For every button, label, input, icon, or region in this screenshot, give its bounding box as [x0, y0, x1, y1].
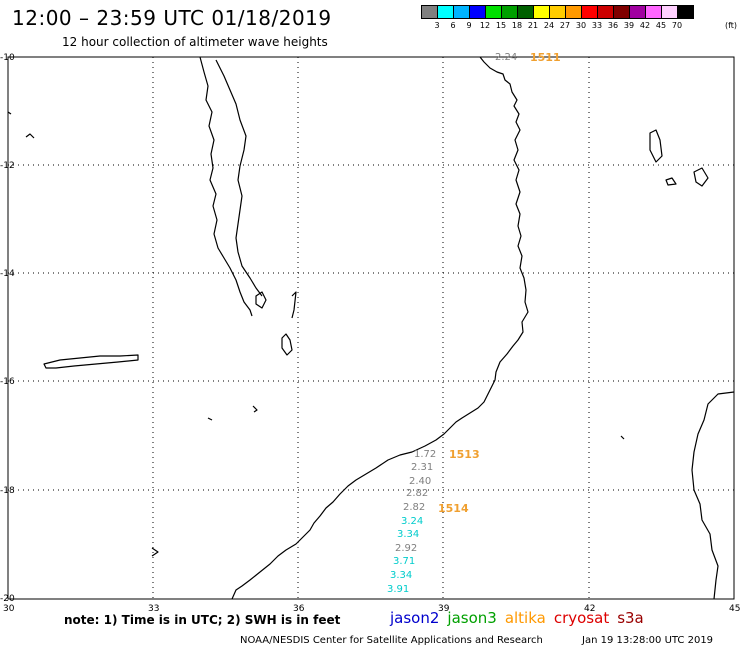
lat-label: -18: [0, 486, 15, 496]
lat-label: -16: [0, 377, 15, 387]
coastal-spot: [207, 417, 213, 421]
swh-observation: 2.82: [403, 502, 425, 513]
legend-labels: (ft) 3 6 9 12 15 18 21 24 27 30 33 36 39 42 45 70: [421, 21, 737, 33]
credit-line: NOAA/NESDIS Center for Satellite Applica…: [240, 635, 543, 646]
west-marker-2: [7, 111, 12, 115]
legend-label: 3: [434, 21, 440, 30]
swh-observation: 2.82: [406, 488, 428, 499]
legend-unit: (ft): [724, 21, 738, 30]
swh-observation: 3.24: [401, 516, 423, 527]
swh-observation: 3.34: [397, 529, 419, 540]
pass-time-label: 1514: [438, 502, 469, 515]
grande-comore: [649, 129, 663, 163]
pass-time-label: 1511: [530, 51, 561, 64]
legend-label: 36: [607, 21, 619, 30]
island-spot-3: [151, 547, 159, 557]
satellite-s3a: s3a: [617, 609, 644, 627]
legend-label: 70: [671, 21, 683, 30]
inland-water-small: [255, 291, 267, 309]
moheli: [665, 177, 677, 186]
grid-lines: [8, 57, 734, 599]
island-spot-2: [620, 435, 625, 440]
legend-label: 12: [479, 21, 491, 30]
lon-label: 30: [3, 604, 15, 614]
swh-observation: 1.72: [414, 449, 436, 460]
legend-label: 42: [639, 21, 651, 30]
lon-axis: 30 33 36 39 42 45: [3, 604, 740, 614]
legend-label: 21: [527, 21, 539, 30]
legend-swatch: [677, 5, 694, 19]
lon-label: 42: [584, 604, 595, 614]
swh-observation: 2.92: [395, 543, 417, 554]
pass-time-label: 1513: [449, 448, 480, 461]
legend-label: 27: [559, 21, 571, 30]
legend-label: 24: [543, 21, 555, 30]
lat-label: -20: [0, 594, 15, 604]
lon-label: 39: [438, 604, 450, 614]
map-frame: [7, 56, 735, 600]
swh-observation: 2.24: [495, 52, 517, 63]
legend-label: 6: [450, 21, 456, 30]
legend-label: 45: [655, 21, 667, 30]
satellite-legend: jason2 jason3 altika cryosat s3a: [390, 609, 652, 627]
shire-river: [291, 291, 297, 319]
madagascar-coast: [691, 391, 735, 600]
coastlines: [7, 56, 735, 600]
satellite-altika: altika: [504, 609, 546, 627]
swh-observation: 3.71: [393, 556, 415, 567]
swh-observation: 3.91: [387, 584, 409, 595]
lat-axis: -10 -12 -14 -16 -18 -20: [0, 53, 15, 604]
lat-label: -12: [0, 161, 15, 171]
satellite-jason3: jason3: [447, 609, 497, 627]
island-spot: [252, 405, 258, 413]
swh-observation: 3.34: [390, 570, 412, 581]
legend-label: 18: [511, 21, 523, 30]
mainland-coastline: [231, 56, 529, 600]
lon-label: 45: [729, 604, 740, 614]
legend-label: 30: [575, 21, 587, 30]
color-legend: (ft) 3 6 9 12 15 18 21 24 27 30 33 36 39 42 45 70: [421, 5, 737, 33]
legend-label: 9: [466, 21, 472, 30]
satellite-jason2: jason2: [390, 609, 440, 627]
swh-observation: 2.31: [411, 462, 433, 473]
lake-chilwa: [281, 333, 293, 356]
swh-observation: 2.40: [409, 476, 431, 487]
lat-label: -14: [0, 269, 15, 279]
western-lake: [43, 354, 139, 369]
legend-swatches: [421, 5, 694, 19]
anjouan: [693, 167, 709, 187]
lat-label: -10: [0, 53, 15, 63]
legend-label: 33: [591, 21, 603, 30]
satellite-cryosat: cryosat: [553, 609, 610, 627]
legend-label: 15: [495, 21, 507, 30]
lake-malawi-west-shore: [199, 56, 253, 317]
page-title: 12:00 – 23:59 UTC 01/18/2019: [12, 6, 332, 30]
lon-label: 33: [148, 604, 159, 614]
legend-label: 39: [623, 21, 635, 30]
lake-malawi-east-shore: [215, 59, 263, 297]
footer-note: note: 1) Time is in UTC; 2) SWH is in fe…: [64, 613, 341, 627]
altimeter-track: 2.241.722.312.402.822.823.243.342.923.71…: [387, 52, 517, 595]
lon-label: 36: [293, 604, 305, 614]
west-marker: [25, 133, 35, 139]
generated-timestamp: Jan 19 13:28:00 UTC 2019: [582, 635, 714, 646]
page-subtitle: 12 hour collection of altimeter wave hei…: [62, 35, 328, 49]
